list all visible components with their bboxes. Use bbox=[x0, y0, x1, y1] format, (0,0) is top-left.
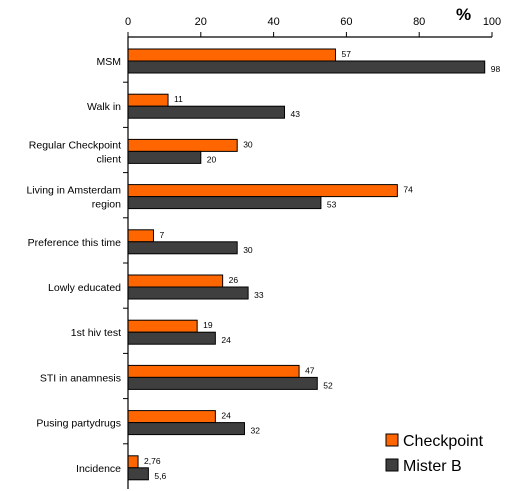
value-label-mister-b: 98 bbox=[491, 64, 501, 74]
axes bbox=[127, 36, 492, 489]
category-label: Preference this time bbox=[28, 237, 122, 249]
bar-checkpoint bbox=[127, 455, 139, 469]
bar-mister-b bbox=[127, 331, 216, 345]
bar-checkpoint bbox=[127, 364, 300, 378]
x-tick-label: 0 bbox=[125, 16, 131, 28]
bar-mister-b bbox=[127, 105, 286, 119]
bar-mister-b bbox=[127, 241, 238, 255]
value-label-mister-b: 43 bbox=[291, 109, 301, 119]
legend: Checkpoint Mister B bbox=[385, 433, 484, 475]
value-label-mister-b: 32 bbox=[250, 426, 260, 436]
x-tick-label: 60 bbox=[340, 16, 352, 28]
value-label-mister-b: 33 bbox=[254, 290, 264, 300]
bars: 57 98 11 43 30 20 74 53 7 30 26 33 19 24 47 52 24 32 2,76 5… bbox=[127, 48, 501, 481]
category-label: 1st hiv test bbox=[71, 327, 121, 339]
legend-label-checkpoint: Checkpoint bbox=[403, 433, 484, 450]
bar-checkpoint bbox=[127, 93, 169, 107]
bar-mister-b bbox=[127, 60, 486, 74]
value-label-checkpoint: 19 bbox=[203, 320, 213, 330]
bar-mister-b bbox=[127, 150, 202, 164]
value-label-mister-b: 20 bbox=[207, 154, 217, 164]
bar-mister-b bbox=[127, 196, 322, 210]
bar-mister-b bbox=[127, 286, 249, 300]
x-axis-ticks: 0 20 40 60 80 100 bbox=[125, 16, 501, 37]
x-tick-label: 20 bbox=[195, 16, 207, 28]
x-tick-label: 40 bbox=[267, 16, 279, 28]
legend-swatch-checkpoint bbox=[385, 433, 399, 447]
category-label: Living in Amsterdam region bbox=[26, 185, 121, 211]
category-label: Lowly educated bbox=[48, 282, 121, 294]
value-label-checkpoint: 74 bbox=[403, 185, 413, 195]
bar-checkpoint bbox=[127, 319, 198, 333]
category-label: Walk in bbox=[87, 101, 121, 113]
bar-checkpoint bbox=[127, 48, 336, 62]
x-tick-label: 80 bbox=[413, 16, 425, 28]
bar-mister-b bbox=[127, 376, 318, 390]
category-label: STI in anamnesis bbox=[40, 372, 121, 384]
value-label-checkpoint: 7 bbox=[159, 230, 164, 240]
category-label: MSM bbox=[97, 56, 122, 68]
value-label-checkpoint: 57 bbox=[341, 49, 351, 59]
value-label-checkpoint: 30 bbox=[243, 139, 253, 149]
value-label-mister-b: 53 bbox=[327, 200, 337, 210]
value-label-checkpoint: 2,76 bbox=[144, 456, 161, 466]
category-label: Incidence bbox=[76, 463, 121, 475]
legend-label-mister-b: Mister B bbox=[403, 458, 462, 475]
value-label-mister-b: 5,6 bbox=[154, 471, 166, 481]
bar-checkpoint bbox=[127, 410, 216, 424]
category-label: Regular Checkpoint client bbox=[29, 139, 121, 165]
bar-mister-b bbox=[127, 422, 245, 436]
value-label-checkpoint: 47 bbox=[305, 365, 315, 375]
category-label: Pusing partydrugs bbox=[36, 418, 121, 430]
bar-checkpoint bbox=[127, 138, 238, 152]
value-label-mister-b: 30 bbox=[243, 245, 253, 255]
value-label-mister-b: 52 bbox=[323, 380, 333, 390]
bar-checkpoint bbox=[127, 274, 224, 288]
bar-mister-b bbox=[127, 467, 149, 481]
value-label-checkpoint: 11 bbox=[174, 94, 183, 104]
value-label-checkpoint: 24 bbox=[221, 411, 231, 421]
value-label-checkpoint: 26 bbox=[229, 275, 239, 285]
legend-swatch-mister-b bbox=[385, 458, 399, 472]
bar-checkpoint bbox=[127, 184, 398, 198]
x-tick-label: 100 bbox=[483, 16, 501, 28]
value-label-mister-b: 24 bbox=[221, 335, 231, 345]
bar-checkpoint bbox=[127, 229, 154, 243]
unit-label: % bbox=[456, 5, 471, 24]
category-labels: MSM Walk in Regular Checkpoint client Living… bbox=[26, 56, 128, 475]
